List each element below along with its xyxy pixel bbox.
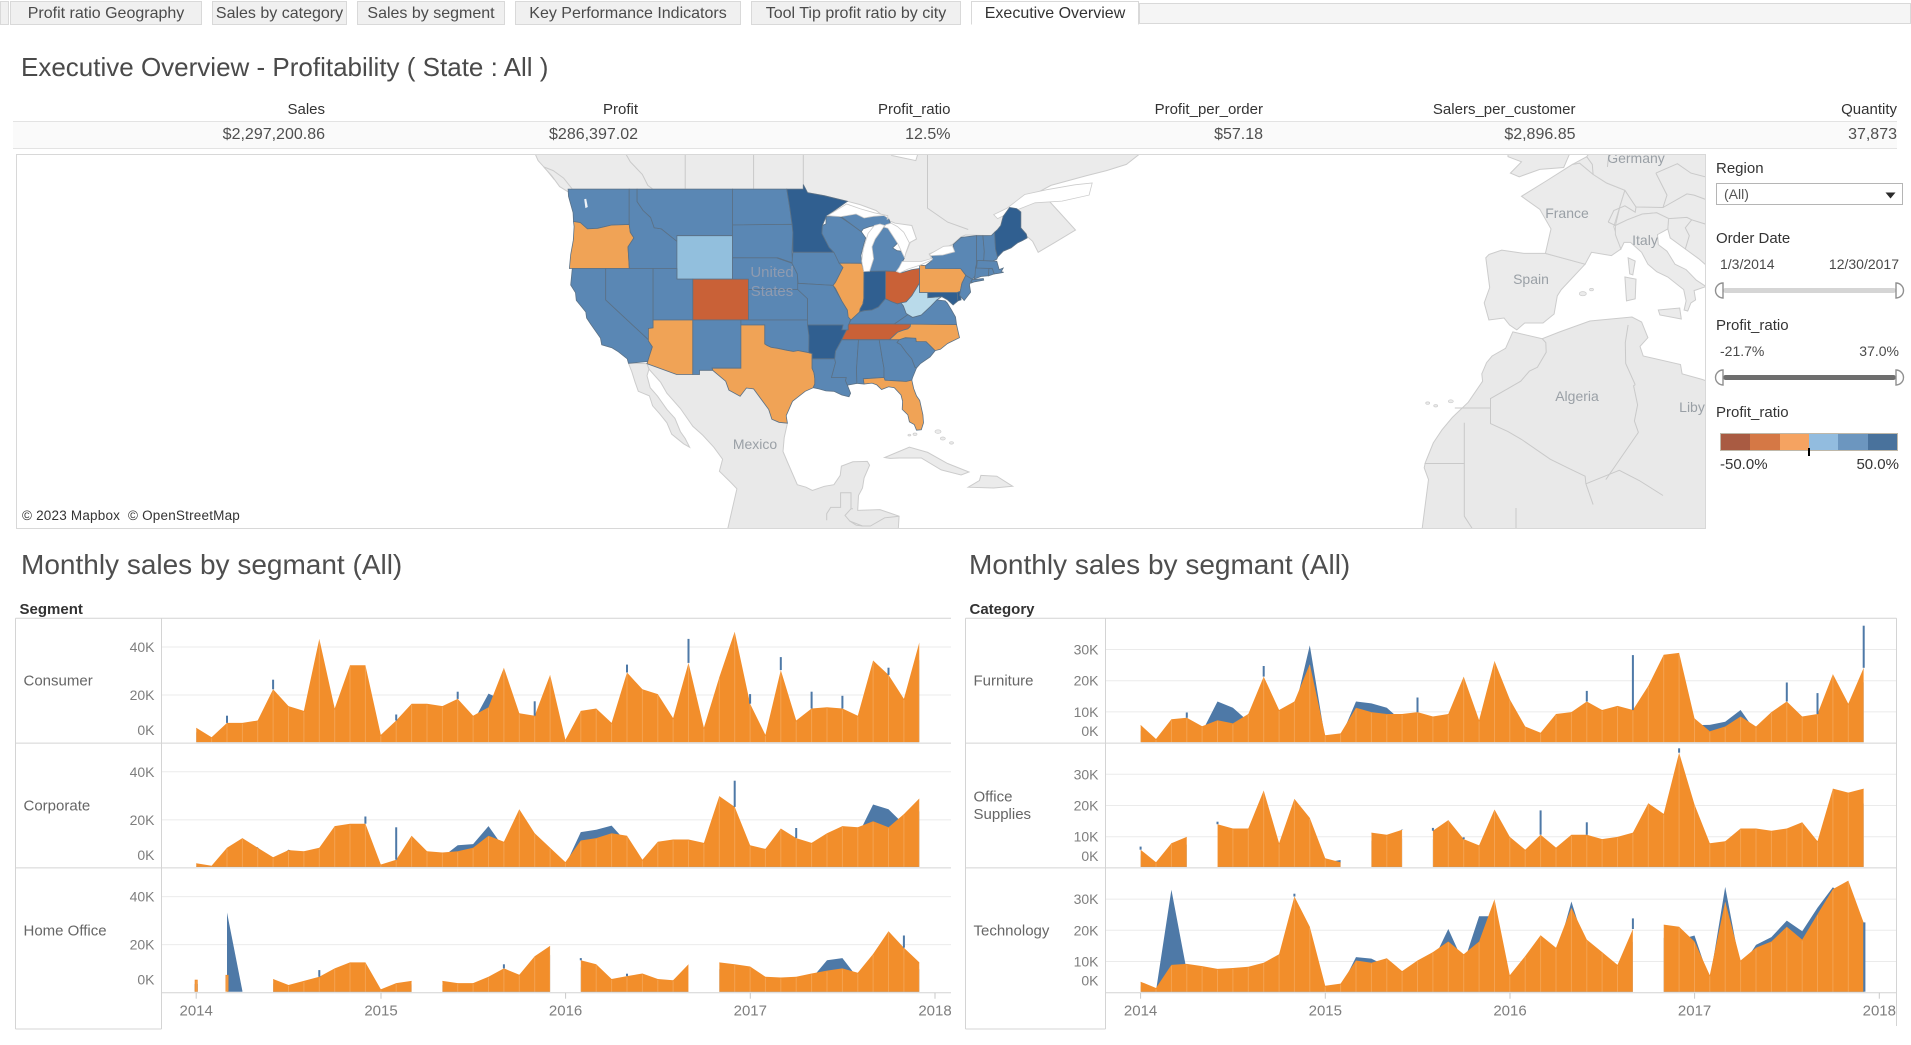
svg-text:Furniture: Furniture (974, 673, 1034, 690)
svg-text:10K: 10K (1074, 829, 1100, 845)
svg-text:2017: 2017 (734, 1003, 767, 1020)
svg-text:Corporate: Corporate (24, 798, 91, 815)
svg-text:France: France (1545, 205, 1589, 221)
svg-text:20K: 20K (1074, 798, 1100, 814)
svg-text:2016: 2016 (1493, 1003, 1526, 1020)
svg-text:20K: 20K (130, 812, 156, 828)
svg-text:30K: 30K (1074, 891, 1100, 907)
svg-text:Germany: Germany (1607, 155, 1665, 166)
svg-text:Italy: Italy (1632, 232, 1658, 248)
svg-text:20K: 20K (130, 937, 156, 953)
svg-text:40K: 40K (130, 764, 156, 780)
svg-text:30K: 30K (1074, 642, 1100, 658)
svg-text:10K: 10K (1074, 704, 1100, 720)
svg-text:Category: Category (970, 601, 1036, 618)
svg-text:Algeria: Algeria (1555, 388, 1599, 404)
svg-text:United: United (750, 264, 793, 281)
svg-text:Office: Office (974, 789, 1013, 806)
svg-text:2015: 2015 (1309, 1003, 1342, 1020)
svg-text:2014: 2014 (1124, 1003, 1157, 1020)
svg-text:0K: 0K (1081, 848, 1099, 864)
svg-text:2014: 2014 (180, 1003, 213, 1020)
svg-text:Spain: Spain (1513, 271, 1549, 287)
svg-text:States: States (751, 283, 794, 300)
svg-text:Consumer: Consumer (24, 673, 93, 690)
svg-text:Technology: Technology (974, 922, 1050, 939)
svg-text:0K: 0K (1081, 723, 1099, 739)
svg-text:Mexico: Mexico (733, 436, 778, 452)
svg-text:2015: 2015 (364, 1003, 397, 1020)
svg-text:40K: 40K (130, 889, 156, 905)
svg-text:0K: 0K (137, 847, 155, 863)
svg-text:2017: 2017 (1678, 1003, 1711, 1020)
svg-text:20K: 20K (130, 687, 156, 703)
svg-text:20K: 20K (1074, 673, 1100, 689)
svg-text:30K: 30K (1074, 766, 1100, 782)
svg-text:2018: 2018 (1863, 1003, 1896, 1020)
svg-text:2018: 2018 (918, 1003, 951, 1020)
svg-text:Segment: Segment (20, 601, 83, 618)
svg-text:40K: 40K (130, 639, 156, 655)
svg-text:0K: 0K (137, 722, 155, 738)
svg-text:0K: 0K (1081, 973, 1099, 989)
svg-text:0K: 0K (137, 972, 155, 988)
svg-text:2016: 2016 (549, 1003, 582, 1020)
svg-text:20K: 20K (1074, 922, 1100, 938)
svg-text:Home Office: Home Office (24, 922, 107, 939)
svg-text:10K: 10K (1074, 954, 1100, 970)
svg-text:Supplies: Supplies (974, 806, 1032, 823)
svg-text:Liby: Liby (1679, 399, 1705, 415)
